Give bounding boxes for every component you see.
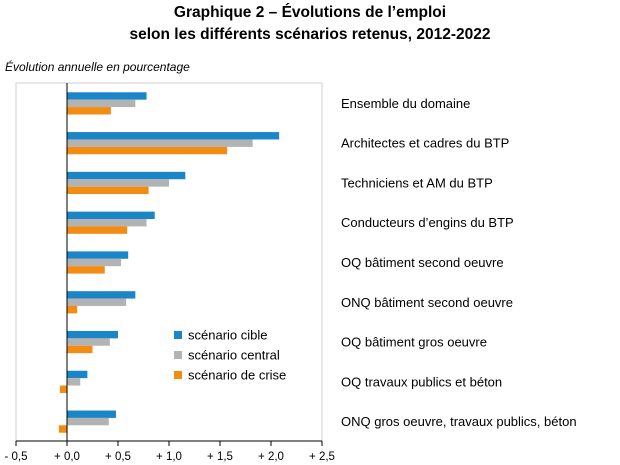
legend-swatch — [174, 351, 182, 359]
category-label: Conducteurs d’engins du BTP — [341, 215, 514, 230]
bar — [67, 179, 169, 187]
bar — [67, 139, 253, 147]
legend-swatch — [174, 371, 182, 379]
bar — [59, 385, 67, 393]
x-tick-label: - 0,5 — [4, 451, 27, 463]
bar — [67, 291, 136, 299]
bar — [67, 226, 128, 234]
bar — [67, 305, 78, 314]
category-label: Techniciens et AM du BTP — [341, 175, 493, 190]
bar — [67, 378, 81, 386]
x-tick-label: + 0,0 — [54, 451, 80, 463]
category-label: OQ travaux publics et béton — [341, 374, 502, 389]
bar — [67, 410, 116, 418]
bar — [67, 266, 105, 274]
bar — [67, 171, 186, 180]
legend-entry: scénario de crise — [188, 368, 286, 383]
bar — [67, 219, 147, 227]
y-axis-label: Évolution annuelle en pourcentage — [5, 60, 190, 74]
x-tick-label: + 2,0 — [258, 451, 284, 463]
bar — [67, 92, 147, 100]
category-label: Ensemble du domaine — [341, 96, 470, 111]
category-label: OQ bâtiment second oeuvre — [341, 255, 504, 270]
category-label: ONQ bâtiment second oeuvre — [341, 295, 513, 310]
bar — [67, 330, 118, 339]
category-label: OQ bâtiment gros oeuvre — [341, 335, 487, 350]
bar — [67, 211, 155, 220]
bar — [67, 107, 111, 115]
x-tick-label: + 1,0 — [156, 451, 182, 463]
x-tick-label: + 1,5 — [207, 451, 233, 463]
bar — [67, 99, 136, 108]
legend-entry: scénario cible — [188, 328, 268, 343]
category-label: ONQ gros oeuvre, travaux publics, béton — [341, 414, 577, 429]
category-label: Architectes et cadres du BTP — [341, 136, 509, 151]
bar — [67, 345, 93, 354]
bar — [67, 258, 122, 267]
legend-swatch — [174, 331, 182, 339]
bar — [67, 338, 110, 346]
bar — [67, 146, 228, 155]
x-tick-label: + 0,5 — [105, 451, 131, 463]
legend-entry: scénario central — [188, 348, 280, 363]
bar — [67, 132, 280, 140]
bar — [67, 251, 129, 259]
bar — [67, 370, 88, 379]
chart-title: Graphique 2 – Évolutions de l’emploi — [173, 4, 447, 21]
x-tick-label: + 2,5 — [309, 451, 335, 463]
chart-subtitle: selon les différents scénarios retenus, … — [129, 26, 491, 43]
bar — [58, 425, 67, 433]
bar — [67, 186, 149, 195]
bar — [67, 298, 127, 306]
bar — [67, 417, 109, 426]
